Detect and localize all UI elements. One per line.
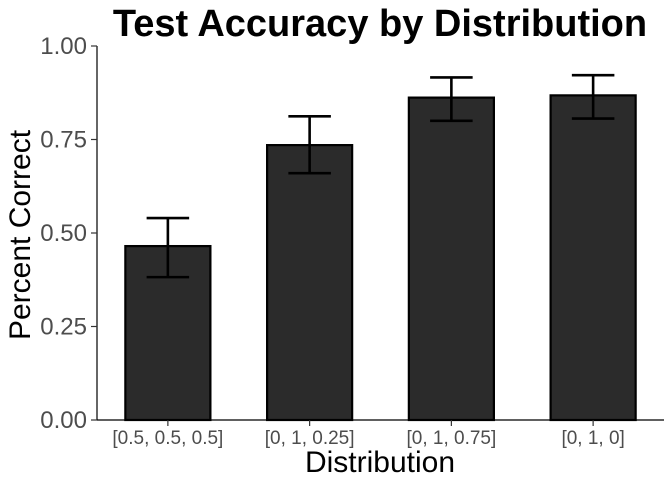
y-tick-label: 0.75 [40, 127, 87, 154]
y-axis-title: Percent Correct [4, 129, 37, 340]
plot-area [124, 73, 637, 422]
error-bar [571, 73, 615, 120]
error-bar [146, 216, 190, 279]
y-tick-label: 0.00 [40, 407, 87, 434]
x-axis-title: Distribution [305, 446, 455, 479]
x-tick-label: [0, 1, 0.25] [265, 428, 355, 449]
error-bar [288, 115, 331, 175]
bar [549, 94, 637, 422]
x-tick-label: [0, 1, 0.75] [406, 428, 496, 449]
chart-title: Test Accuracy by Distribution [113, 3, 647, 45]
x-tick-label: [0, 1, 0] [561, 428, 624, 449]
y-tick-label: 0.50 [40, 220, 87, 247]
bar [407, 96, 496, 422]
y-tick-label: 1.00 [40, 33, 87, 60]
x-tick-label: [0.5, 0.5, 0.5] [112, 428, 223, 449]
y-tick-label: 0.25 [40, 314, 87, 341]
bar [266, 144, 354, 422]
error-bar [430, 76, 473, 123]
